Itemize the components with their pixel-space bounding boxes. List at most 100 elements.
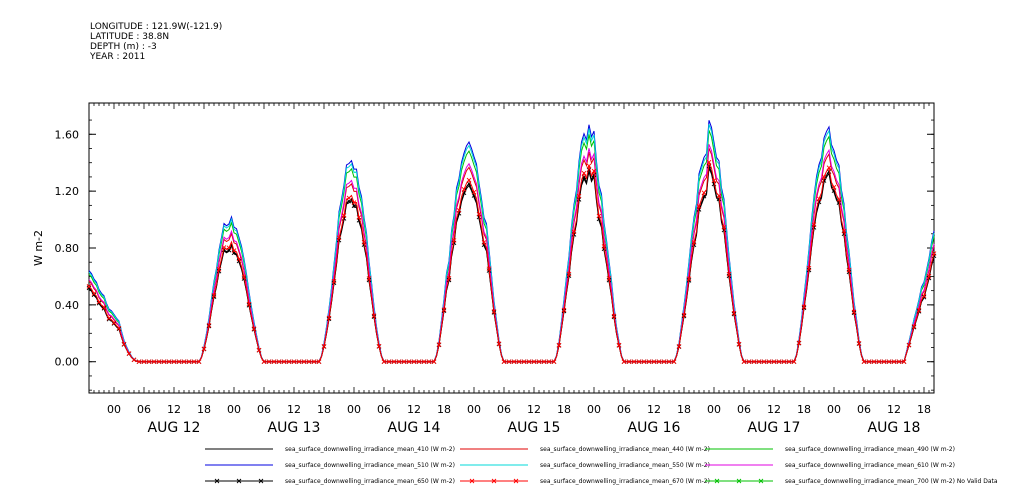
series-marker — [146, 359, 152, 365]
series-marker — [531, 359, 537, 365]
series-marker — [416, 359, 422, 365]
x-tick-label: 12 — [287, 403, 301, 416]
latitude-label: LATITUDE : 38.8N — [90, 32, 170, 42]
series-line-5 — [88, 144, 935, 363]
series-marker — [246, 301, 252, 307]
series-marker — [291, 359, 297, 365]
series-marker — [381, 359, 387, 365]
series-marker — [266, 359, 272, 365]
legend-marker — [736, 478, 742, 484]
series-marker — [546, 359, 552, 365]
series-marker — [646, 359, 652, 365]
x-tick-label: 18 — [917, 403, 931, 416]
legend-marker — [258, 478, 264, 484]
series-marker — [701, 190, 707, 196]
series-marker — [541, 359, 547, 365]
series-marker — [651, 359, 657, 365]
series-marker — [386, 359, 392, 365]
y-tick-label: 1.60 — [55, 128, 80, 141]
series-marker — [731, 310, 737, 316]
series-marker — [421, 359, 427, 365]
legend-entry: sea_surface_downwelling_irradiance_mean_… — [785, 462, 955, 469]
series-line-3 — [88, 120, 935, 363]
series-marker — [771, 359, 777, 365]
series-marker — [431, 359, 437, 365]
series-marker — [211, 292, 217, 298]
series-marker — [566, 271, 572, 277]
series-marker — [361, 240, 367, 245]
series-marker — [821, 174, 827, 180]
series-marker — [726, 271, 732, 277]
series-marker — [841, 228, 847, 234]
series-marker — [216, 266, 222, 272]
series-marker — [826, 165, 832, 170]
series-marker — [736, 341, 742, 347]
series-marker — [561, 307, 567, 313]
series-marker — [86, 285, 92, 291]
series-marker — [666, 359, 672, 365]
series-marker — [581, 170, 587, 176]
x-tick-label: 12 — [767, 403, 781, 416]
series-marker — [501, 359, 507, 365]
series-marker — [106, 315, 112, 321]
series-marker — [406, 359, 412, 365]
series-marker — [271, 359, 277, 365]
series-marker — [931, 251, 937, 256]
depth-label: DEPTH (m) : -3 — [90, 42, 157, 52]
series-marker — [641, 359, 647, 365]
x-tick-label: 06 — [857, 403, 871, 416]
series-marker — [796, 340, 802, 346]
series-marker — [356, 215, 362, 220]
series-marker — [596, 213, 602, 219]
series-marker — [916, 308, 922, 313]
series-marker — [226, 245, 232, 251]
x-tick-label: 06 — [137, 403, 151, 416]
series-marker — [851, 309, 857, 315]
series-marker — [306, 359, 312, 365]
x-tick-label: 00 — [707, 403, 721, 416]
series-marker — [511, 359, 517, 365]
series-marker — [241, 274, 247, 280]
series-marker — [906, 342, 912, 348]
series-line-7 — [88, 162, 935, 363]
series-marker — [821, 178, 827, 183]
series-marker — [766, 359, 772, 365]
series-marker — [231, 248, 237, 253]
series-marker — [301, 359, 307, 365]
series-marker — [576, 193, 582, 199]
series-marker — [451, 238, 457, 243]
series-marker — [101, 304, 107, 310]
y-tick-label: 0.00 — [55, 356, 80, 369]
legend-marker — [513, 478, 519, 484]
x-tick-label: 06 — [377, 403, 391, 416]
x-tick-label: 06 — [497, 403, 511, 416]
series-marker — [601, 244, 607, 249]
series-marker — [741, 359, 747, 365]
series-marker — [196, 359, 202, 365]
legend-entry: sea_surface_downwelling_irradiance_mean_… — [285, 478, 455, 485]
series-marker — [611, 313, 617, 319]
series-marker — [496, 341, 502, 347]
series-marker — [156, 359, 162, 365]
series-marker — [371, 313, 377, 319]
x-day-label: AUG 16 — [628, 420, 681, 436]
series-marker — [816, 196, 822, 202]
series-marker — [131, 357, 137, 363]
series-marker — [756, 359, 762, 365]
series-marker — [671, 359, 677, 365]
series-marker — [281, 359, 287, 365]
series-marker — [456, 207, 462, 213]
series-marker — [391, 359, 397, 365]
series-marker — [706, 159, 712, 165]
series-marker — [286, 359, 292, 365]
series-marker — [336, 235, 342, 241]
series-marker — [871, 359, 877, 365]
x-tick-label: 12 — [167, 403, 181, 416]
x-tick-label: 12 — [887, 403, 901, 416]
series-marker — [921, 293, 927, 299]
x-tick-label: 00 — [347, 403, 361, 416]
x-day-label: AUG 13 — [268, 420, 321, 436]
series-marker — [486, 266, 492, 272]
series-marker — [661, 359, 667, 365]
